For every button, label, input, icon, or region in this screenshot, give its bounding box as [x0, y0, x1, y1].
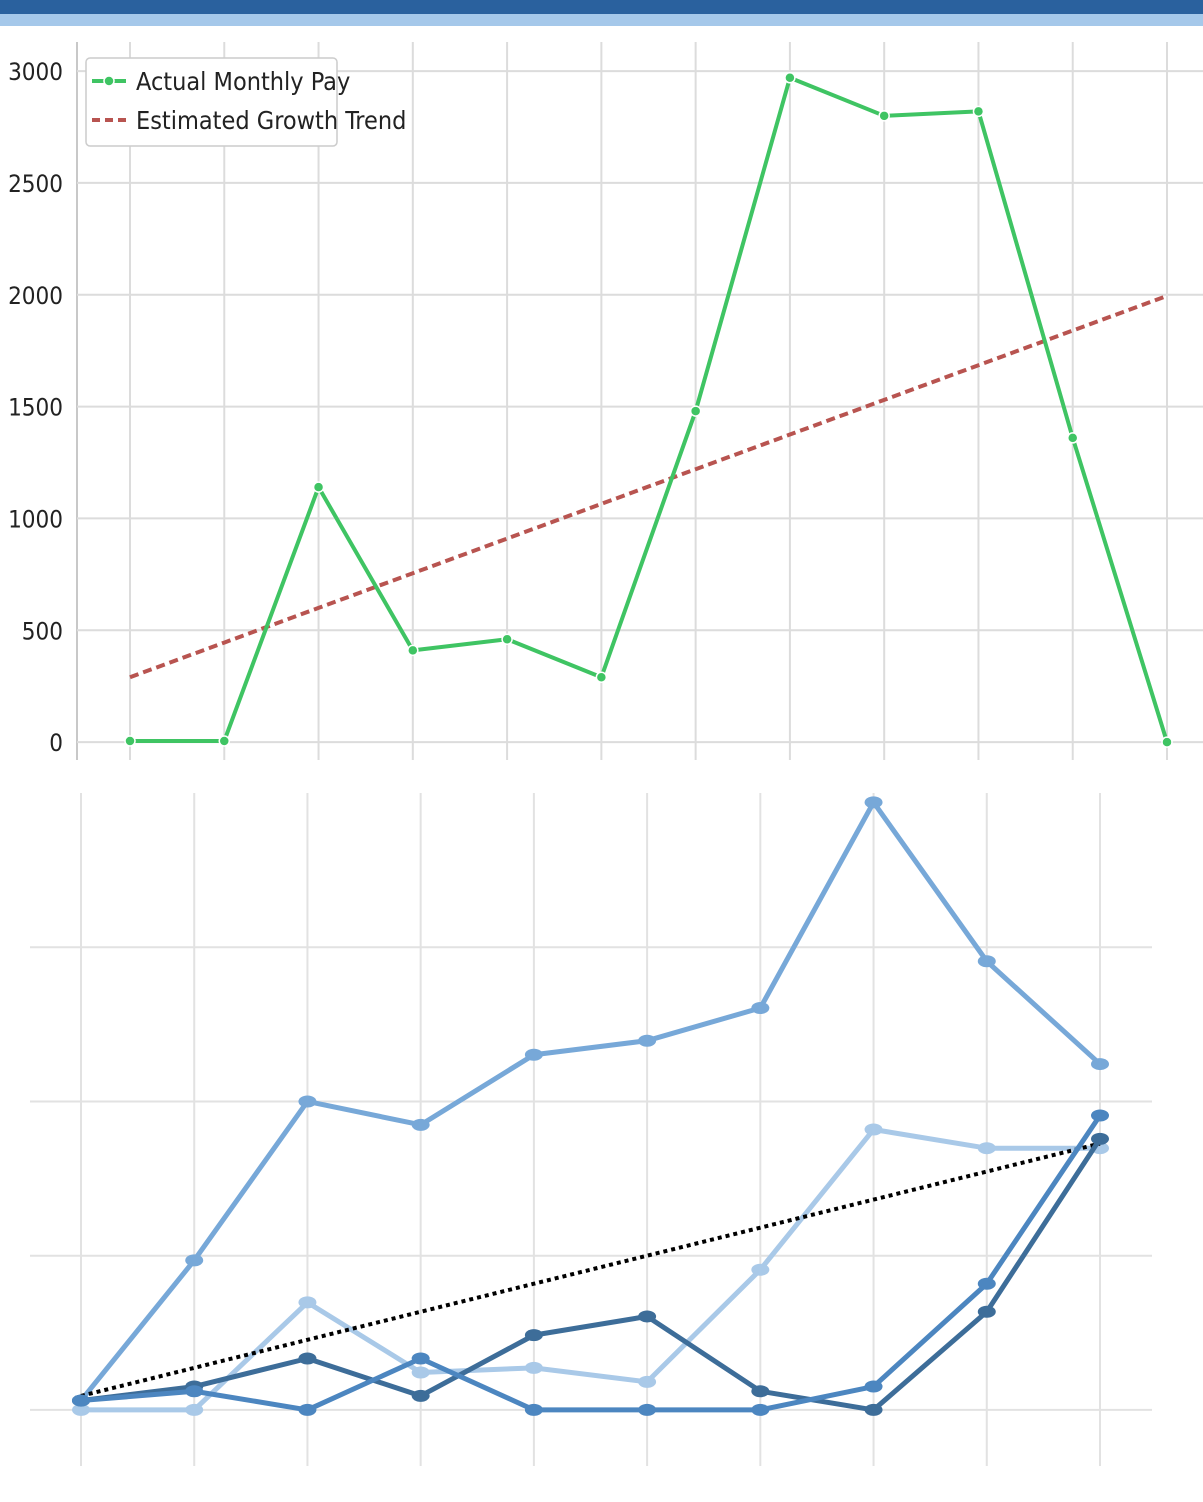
y-tick-label: 1500 [8, 394, 63, 422]
data-point-blue-3 [638, 1310, 657, 1323]
data-point-blue-1 [411, 1118, 430, 1131]
data-point-blue-1 [185, 1254, 204, 1267]
data-point-actual-monthly-pay [689, 405, 702, 417]
data-point-actual-monthly-pay [312, 481, 325, 493]
data-point-blue-2 [298, 1296, 317, 1309]
legend-label-trend: Estimated Growth Trend [136, 106, 406, 135]
data-point-blue-3 [411, 1389, 430, 1402]
data-point-actual-monthly-pay [1066, 432, 1079, 444]
data-point-blue-3 [751, 1385, 770, 1398]
series-line-estimated-growth-trend [129, 293, 1168, 680]
chart2-series [72, 796, 1109, 1416]
data-point-blue-3 [298, 1352, 317, 1365]
y-tick-label: 3000 [8, 58, 63, 86]
data-point-blue-2 [977, 1142, 996, 1155]
data-point-blue-1 [298, 1095, 317, 1108]
data-point-blue-1 [751, 1001, 770, 1014]
y-tick-label: 500 [22, 617, 63, 645]
chart1-legend: Actual Monthly Pay Estimated Growth Tren… [85, 57, 406, 147]
data-point-blue-3 [524, 1329, 543, 1342]
data-point-blue-3 [1091, 1132, 1109, 1145]
data-point-blue-4 [298, 1403, 317, 1416]
chart1-series [124, 72, 1173, 748]
chart1-y-ticks: 0 500 1000 1500 2000 2500 3000 [8, 58, 63, 757]
data-point-actual-monthly-pay [595, 671, 608, 683]
data-point-actual-monthly-pay [218, 735, 231, 747]
data-point-blue-1 [638, 1034, 657, 1047]
legend-label-actual: Actual Monthly Pay [136, 67, 350, 96]
data-point-blue-4 [864, 1380, 883, 1393]
data-point-blue-4 [638, 1403, 657, 1416]
data-point-blue-4 [185, 1385, 204, 1398]
data-point-blue-4 [72, 1394, 90, 1407]
series-line-blue-2 [81, 1127, 1100, 1413]
data-point-actual-monthly-pay [124, 735, 136, 747]
header-band-light [0, 14, 1203, 26]
data-point-blue-3 [977, 1305, 996, 1318]
series-line-dotted-trend [80, 1141, 1101, 1398]
y-tick-label: 2000 [8, 282, 63, 310]
data-point-blue-2 [524, 1361, 543, 1374]
data-point-blue-2 [864, 1123, 883, 1136]
series-line-blue-1 [79, 799, 1102, 1403]
data-point-actual-monthly-pay [972, 105, 985, 118]
series-line-actual-monthly-pay [130, 75, 1169, 743]
data-point-blue-4 [977, 1277, 996, 1290]
data-point-actual-monthly-pay [878, 110, 890, 122]
y-tick-label: 0 [49, 729, 63, 757]
data-point-blue-4 [411, 1352, 430, 1365]
data-point-blue-2 [411, 1366, 430, 1379]
data-point-actual-monthly-pay [1161, 736, 1173, 748]
data-point-blue-1 [864, 796, 883, 809]
series-line-blue-3 [80, 1137, 1103, 1413]
data-point-actual-monthly-pay [407, 644, 419, 657]
data-point-actual-monthly-pay [501, 633, 513, 645]
data-point-blue-4 [524, 1403, 543, 1416]
data-point-blue-4 [1091, 1109, 1109, 1122]
series-line-blue-4 [80, 1114, 1103, 1413]
legend-box [85, 57, 338, 147]
data-point-blue-1 [524, 1048, 543, 1061]
legend-marker-actual [103, 75, 115, 87]
y-tick-label: 1000 [8, 505, 63, 533]
data-point-blue-1 [977, 955, 996, 968]
y-tick-label: 2500 [8, 170, 63, 198]
data-point-blue-2 [751, 1263, 770, 1276]
data-point-blue-4 [751, 1403, 770, 1416]
header-band-dark [0, 0, 1203, 14]
data-point-blue-1 [1091, 1058, 1109, 1071]
data-point-actual-monthly-pay [784, 72, 796, 84]
data-point-blue-2 [638, 1375, 657, 1388]
data-point-blue-2 [72, 1403, 90, 1416]
data-point-blue-2 [185, 1403, 204, 1416]
data-point-blue-3 [864, 1403, 883, 1416]
